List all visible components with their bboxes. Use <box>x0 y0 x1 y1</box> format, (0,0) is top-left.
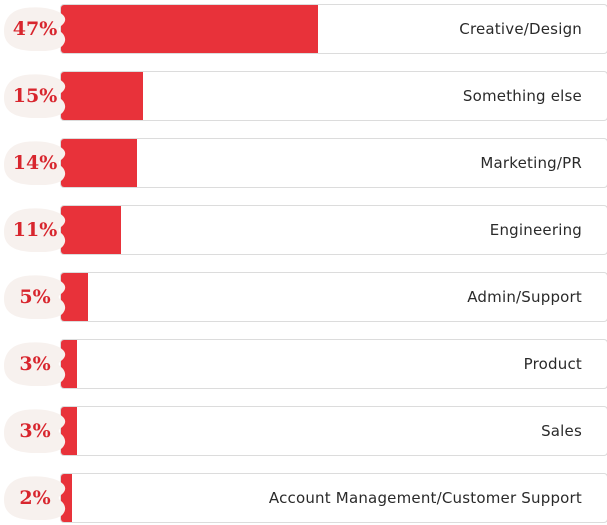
bar <box>61 474 72 522</box>
bar <box>61 72 143 120</box>
badge-blob <box>4 476 66 520</box>
percent-badge: 14% <box>3 141 71 185</box>
category-label: Sales <box>541 422 582 440</box>
percent-badge: 3% <box>3 342 71 386</box>
bar-track <box>60 473 607 523</box>
badge-shape <box>4 342 66 386</box>
bar-row: Creative/Design 47% <box>0 4 607 54</box>
bar-track <box>60 205 607 255</box>
badge-blob <box>4 7 66 51</box>
bar <box>61 206 121 254</box>
category-label: Product <box>523 355 582 373</box>
bar-track <box>60 4 607 54</box>
bar-track <box>60 138 607 188</box>
bar <box>61 407 77 455</box>
badge-shape <box>4 409 66 453</box>
badge-shape <box>4 74 66 118</box>
bar-row: Sales 3% <box>0 406 607 456</box>
bar <box>61 5 318 53</box>
percent-label: 2% <box>19 487 51 509</box>
category-label: Admin/Support <box>467 288 582 306</box>
bar-track <box>60 272 607 322</box>
percent-badge: 47% <box>3 7 71 51</box>
percent-badge: 11% <box>3 208 71 252</box>
bar <box>61 273 88 321</box>
badge-blob <box>4 275 66 319</box>
percent-label: 47% <box>12 18 58 40</box>
badge-shape <box>4 7 66 51</box>
bar-row: Product 3% <box>0 339 607 389</box>
percent-badge: 15% <box>3 74 71 118</box>
bar-row: Account Management/Customer Support 2% <box>0 473 607 523</box>
percent-label: 3% <box>19 353 51 375</box>
badge-shape <box>4 141 66 185</box>
badge-shape <box>4 208 66 252</box>
bar-track <box>60 339 607 389</box>
bar-track <box>60 406 607 456</box>
percent-label: 15% <box>12 85 58 107</box>
badge-blob <box>4 208 66 252</box>
badge-blob <box>4 409 66 453</box>
bar <box>61 340 77 388</box>
percent-badge: 2% <box>3 476 71 520</box>
percent-label: 11% <box>12 219 58 241</box>
badge-blob <box>4 342 66 386</box>
percent-badge: 3% <box>3 409 71 453</box>
badge-blob <box>4 74 66 118</box>
category-label: Marketing/PR <box>480 154 582 172</box>
bar-row: Marketing/PR 14% <box>0 138 607 188</box>
category-label: Creative/Design <box>459 20 582 38</box>
bar-row: Engineering 11% <box>0 205 607 255</box>
percent-label: 14% <box>12 152 58 174</box>
badge-shape <box>4 275 66 319</box>
bar-row: Something else 15% <box>0 71 607 121</box>
category-label: Engineering <box>489 221 582 239</box>
category-label: Something else <box>462 87 582 105</box>
badge-blob <box>4 141 66 185</box>
badge-shape <box>4 476 66 520</box>
bar-row: Admin/Support 5% <box>0 272 607 322</box>
percent-label: 5% <box>19 286 51 308</box>
bar-track <box>60 71 607 121</box>
bar <box>61 139 137 187</box>
category-label: Account Management/Customer Support <box>268 489 582 507</box>
percent-label: 3% <box>19 420 51 442</box>
percent-badge: 5% <box>3 275 71 319</box>
